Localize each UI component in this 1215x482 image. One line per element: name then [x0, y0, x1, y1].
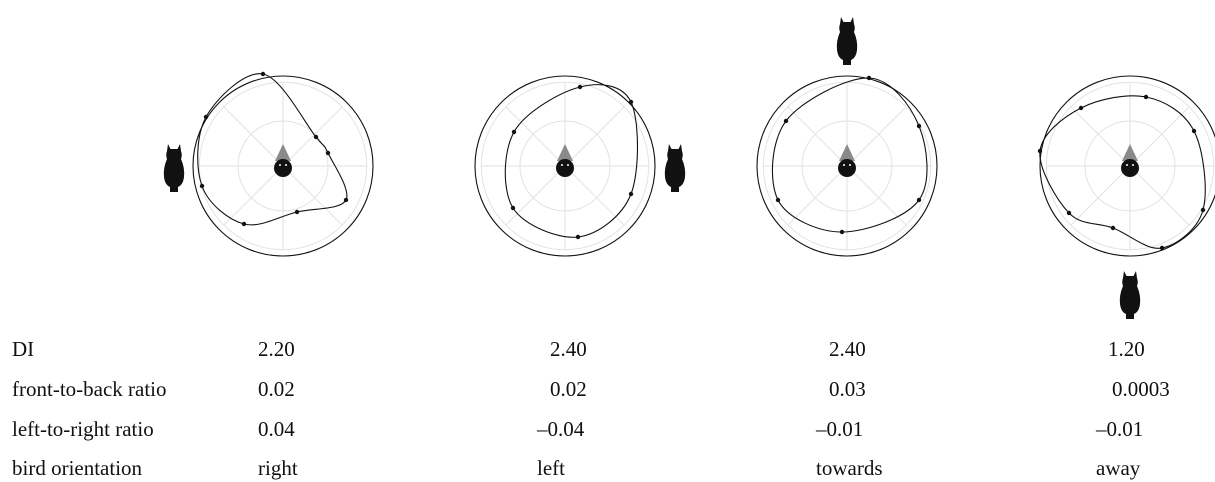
- measurement-point: [775, 197, 781, 203]
- polar-plot-away: [1037, 75, 1215, 319]
- measurement-point: [313, 134, 319, 140]
- measurement-point: [628, 99, 634, 105]
- owl-silhouette-icon: [664, 144, 686, 192]
- measurement-point: [1143, 94, 1149, 100]
- row-label-bird-orientation: bird orientation: [12, 456, 143, 480]
- polar-plot-towards: [756, 17, 938, 257]
- measurement-point: [1066, 210, 1072, 216]
- di-towards: 2.40: [829, 337, 866, 361]
- directivity-curve: [1039, 95, 1206, 249]
- bird-head-icon: [1121, 144, 1139, 177]
- measurement-point: [916, 197, 922, 203]
- measurement-point: [511, 129, 517, 135]
- owl-silhouette-icon: [1119, 271, 1141, 319]
- orientation-right: right: [258, 456, 298, 480]
- left-to-right-left: –0.04: [537, 417, 585, 441]
- front-to-back-away: 0.0003: [1112, 377, 1170, 401]
- measurement-point: [241, 221, 247, 227]
- measurement-point: [916, 123, 922, 129]
- row-label-front-to-back: front-to-back ratio: [12, 377, 167, 401]
- measurement-point: [1200, 207, 1206, 213]
- row-label-di: DI: [12, 337, 35, 361]
- di-right: 2.20: [258, 337, 295, 361]
- polar-plot-right: [163, 71, 374, 257]
- front-to-back-towards: 0.03: [829, 377, 866, 401]
- measurement-point: [260, 71, 266, 77]
- reference-circle: [1039, 75, 1215, 257]
- row-label-left-to-right: left-to-right ratio: [12, 417, 154, 441]
- measurement-point: [1078, 105, 1084, 111]
- measurement-point: [1159, 245, 1165, 251]
- bird-head-icon: [556, 144, 574, 177]
- measurement-point: [510, 205, 516, 211]
- owl-silhouette-icon: [836, 17, 858, 65]
- polar-plot-left: [474, 75, 686, 257]
- orientation-away: away: [1096, 456, 1141, 480]
- front-to-back-left: 0.02: [550, 377, 587, 401]
- reference-circle: [474, 75, 656, 257]
- left-to-right-right: 0.04: [258, 417, 295, 441]
- measurement-point: [628, 191, 634, 197]
- measurement-point: [577, 84, 583, 90]
- measurement-point: [866, 75, 872, 81]
- reference-circle: [192, 75, 374, 257]
- measurement-point: [203, 114, 209, 120]
- di-left: 2.40: [550, 337, 587, 361]
- bird-head-icon: [838, 144, 856, 177]
- measurement-point: [1037, 148, 1043, 154]
- bird-head-icon: [274, 144, 292, 177]
- orientation-towards: towards: [816, 456, 883, 480]
- measurement-point: [343, 197, 349, 203]
- front-to-back-right: 0.02: [258, 377, 295, 401]
- measurement-point: [575, 234, 581, 240]
- owl-silhouette-icon: [163, 144, 185, 192]
- measurement-point: [1110, 225, 1116, 231]
- di-away: 1.20: [1108, 337, 1145, 361]
- measurement-point: [325, 150, 331, 156]
- orientation-left: left: [537, 456, 565, 480]
- measurement-point: [839, 229, 845, 235]
- left-to-right-towards: –0.01: [816, 417, 864, 441]
- reference-circle: [756, 75, 938, 257]
- measurement-point: [199, 183, 205, 189]
- directivity-plots: [163, 17, 1215, 319]
- left-to-right-away: –0.01: [1096, 417, 1144, 441]
- measurement-point: [294, 209, 300, 215]
- measurement-point: [783, 118, 789, 124]
- measurement-point: [1191, 128, 1197, 134]
